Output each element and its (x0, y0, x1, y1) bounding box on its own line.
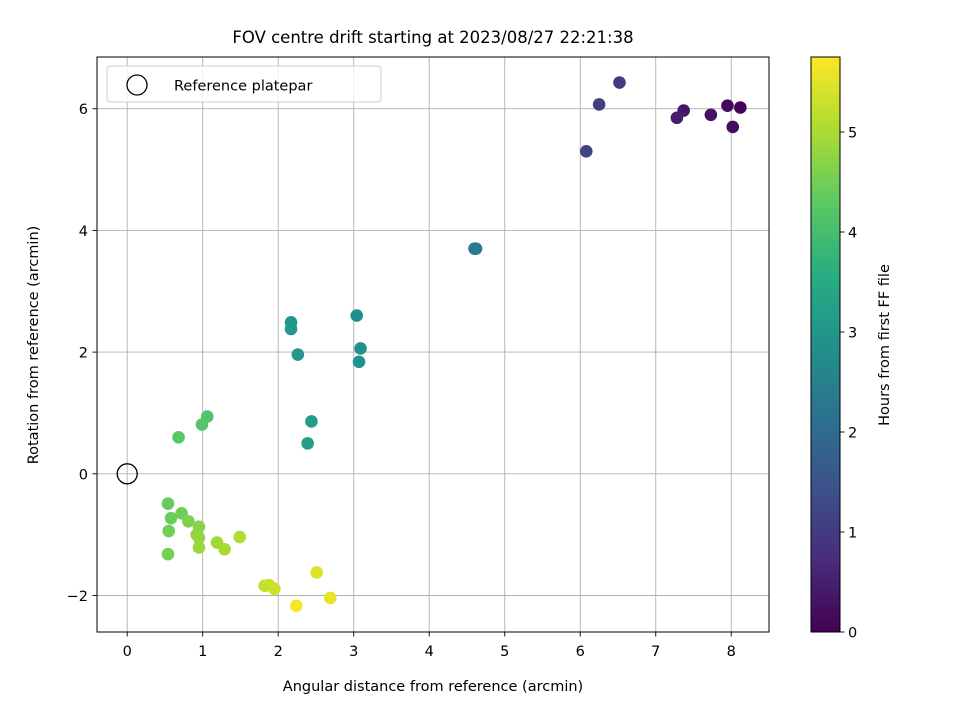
y-axis-label: Rotation from reference (arcmin) (26, 226, 42, 465)
grid-lines (97, 57, 769, 632)
scatter-point (192, 531, 206, 544)
scatter-point (233, 530, 247, 544)
scatter-point (670, 111, 684, 125)
y-tick-label: 4 (79, 224, 88, 240)
scatter-point (469, 242, 483, 255)
scatter-point (301, 437, 314, 450)
reference-platepar-marker (116, 463, 138, 485)
x-tick-label: 5 (500, 644, 509, 660)
scatter-point (195, 418, 209, 431)
x-tick-label: 6 (576, 644, 585, 660)
colorbar-tick-label: 4 (848, 226, 857, 242)
scatter-point (592, 98, 606, 111)
scatter-point (161, 497, 175, 510)
scatter-point (354, 342, 367, 355)
x-tick-label: 8 (727, 644, 736, 660)
scatter-point (162, 524, 176, 538)
colorbar-tick-label: 2 (848, 426, 857, 442)
scatter-point (350, 309, 364, 322)
legend-entry-label: Reference platepar (174, 79, 312, 95)
scatter-point (218, 542, 231, 556)
scatter-points (161, 76, 747, 613)
colorbar-tick-label: 5 (848, 126, 857, 142)
scatter-point (352, 355, 366, 369)
scatter-point (268, 582, 281, 596)
x-axis-ticks: 0 1 2 3 4 5 6 7 8 (123, 632, 736, 660)
scatter-point (291, 348, 305, 361)
y-tick-label: −2 (67, 589, 88, 605)
y-tick-label: 6 (79, 102, 88, 118)
x-axis-label: Angular distance from reference (arcmin) (283, 679, 583, 695)
colorbar-tick-label: 3 (848, 326, 857, 342)
chart-title: FOV centre drift starting at 2023/08/27 … (232, 28, 633, 47)
scatter-point (613, 76, 626, 89)
scatter-point (324, 591, 337, 605)
scatter-point (579, 145, 593, 158)
scatter-point (284, 322, 298, 336)
scatter-point (734, 101, 747, 114)
x-tick-label: 7 (651, 644, 660, 660)
colorbar: 0 1 2 3 4 5 Hours from first FF file (810, 56, 893, 642)
scatter-point (721, 99, 734, 112)
x-tick-label: 3 (349, 644, 358, 660)
legend-reference-marker (126, 74, 148, 96)
x-tick-label: 2 (274, 644, 283, 660)
scatter-point (726, 120, 740, 134)
x-tick-label: 1 (198, 644, 207, 660)
legend-box (106, 65, 382, 103)
scatter-point (290, 599, 303, 613)
reference-marker-layer (116, 463, 138, 485)
legend: Reference platepar (106, 65, 382, 103)
plot-frame (96, 56, 770, 633)
x-tick-label: 0 (123, 644, 132, 660)
colorbar-tick-label: 0 (848, 626, 857, 642)
y-tick-label: 0 (79, 467, 88, 483)
x-tick-label: 4 (425, 644, 434, 660)
scatter-point (305, 415, 318, 428)
y-axis-ticks: −2 0 2 4 6 (67, 102, 97, 605)
colorbar-tick-label: 1 (848, 526, 857, 542)
scatter-point (182, 514, 195, 528)
colorbar-gradient (810, 56, 841, 633)
scatter-point (704, 108, 718, 122)
scatter-point (172, 430, 185, 444)
scatter-point (164, 511, 178, 525)
colorbar-label: Hours from first FF file (877, 264, 893, 426)
y-tick-label: 2 (79, 346, 88, 362)
scatter-point (310, 566, 324, 579)
scatter-point (161, 547, 175, 561)
colorbar-ticks: 0 1 2 3 4 5 (840, 126, 857, 642)
scatter-point (192, 541, 206, 554)
